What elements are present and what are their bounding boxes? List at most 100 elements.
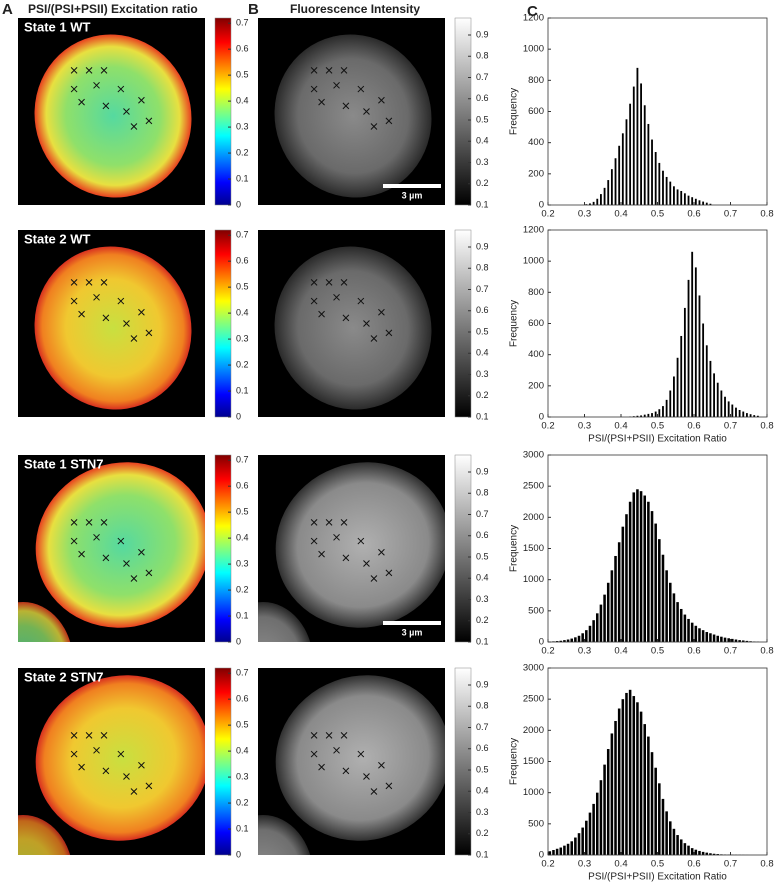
colorbar-tick-label: 0.2 bbox=[236, 797, 249, 807]
bar bbox=[702, 201, 705, 205]
bar bbox=[577, 833, 581, 855]
marker-cross bbox=[70, 67, 78, 74]
bar bbox=[636, 489, 639, 642]
colorbar-tick-label: 0.6 bbox=[236, 44, 249, 54]
colorbar-tick-label: 0.4 bbox=[236, 745, 249, 755]
y-tick-label: 1500 bbox=[523, 543, 544, 554]
y-tick-label: 2500 bbox=[523, 481, 544, 492]
bar bbox=[661, 554, 665, 642]
bar bbox=[738, 640, 741, 642]
marker-cross bbox=[333, 533, 340, 541]
colorbar-tick-label: 0.6 bbox=[236, 694, 249, 704]
marker-cross bbox=[340, 279, 348, 286]
colorbar-tick-label: 0.1 bbox=[236, 173, 249, 183]
x-tick-label: 0.6 bbox=[687, 646, 700, 657]
marker-cross bbox=[357, 537, 365, 545]
colorbar-tick-label: 0.2 bbox=[476, 390, 489, 400]
x-tick-label: 0.5 bbox=[651, 859, 664, 870]
colorbar-tick-label: 0.1 bbox=[236, 823, 249, 833]
marker-cross bbox=[117, 85, 125, 93]
bar bbox=[683, 307, 686, 417]
bar bbox=[709, 203, 712, 205]
y-tick-label: 3000 bbox=[523, 663, 544, 674]
bar bbox=[662, 406, 664, 417]
state-label: State 1 STN7 bbox=[24, 456, 103, 471]
x-tick-label: 0.2 bbox=[541, 646, 554, 657]
y-tick-label: 600 bbox=[528, 318, 544, 329]
x-tick-label: 0.5 bbox=[651, 209, 664, 220]
bar bbox=[600, 194, 602, 205]
y-tick-label: 0 bbox=[539, 412, 544, 423]
y-tick-label: 1500 bbox=[523, 756, 544, 767]
marker-cross bbox=[385, 329, 393, 337]
marker-cross bbox=[333, 293, 340, 301]
y-tick-label: 2000 bbox=[523, 512, 544, 523]
bar bbox=[705, 852, 709, 855]
y-tick-label: 500 bbox=[528, 818, 544, 829]
colorbar-tick-label: 0.5 bbox=[236, 507, 249, 517]
colorbar-tick-label: 0.1 bbox=[476, 411, 489, 421]
bar bbox=[574, 637, 577, 642]
marker-cross bbox=[310, 85, 318, 93]
axes-frame bbox=[547, 229, 768, 418]
bar bbox=[683, 614, 687, 642]
bar bbox=[651, 139, 653, 205]
marker-cross bbox=[93, 81, 100, 89]
bar bbox=[654, 523, 657, 642]
bar bbox=[676, 835, 679, 855]
bar bbox=[687, 618, 690, 642]
marker-cross bbox=[318, 310, 325, 318]
y-tick-label: 1200 bbox=[523, 13, 544, 24]
bar bbox=[651, 413, 653, 417]
panel-letter: B bbox=[248, 1, 259, 18]
bar bbox=[577, 635, 581, 642]
bar bbox=[698, 295, 701, 417]
bar bbox=[746, 413, 748, 417]
colorbar-tick-label: 0.3 bbox=[236, 333, 249, 343]
bar bbox=[705, 345, 708, 417]
x-axis-label: PSI/(PSI+PSII) Excitation Ratio bbox=[588, 434, 727, 445]
state-label: State 2 STN7 bbox=[24, 669, 103, 684]
image-A bbox=[18, 668, 205, 855]
image-A bbox=[18, 18, 205, 205]
bar bbox=[676, 189, 679, 205]
x-tick-label: 0.8 bbox=[760, 209, 773, 220]
scale-bar bbox=[383, 184, 441, 188]
y-tick-label: 400 bbox=[528, 137, 544, 148]
bar bbox=[614, 720, 617, 855]
neighbor-cell bbox=[258, 602, 311, 642]
x-tick-label: 0.4 bbox=[614, 209, 627, 220]
bar bbox=[709, 360, 712, 417]
marker-cross bbox=[378, 761, 385, 769]
bar bbox=[723, 637, 727, 642]
colorbar-tick-label: 0.8 bbox=[476, 701, 489, 711]
bar bbox=[690, 848, 694, 855]
bar bbox=[599, 604, 603, 642]
x-tick-label: 0.6 bbox=[687, 859, 700, 870]
panel-title: Fluorescence Intensity bbox=[290, 2, 420, 16]
scale-bar bbox=[383, 621, 441, 625]
x-tick-label: 0.5 bbox=[651, 421, 664, 432]
marker-cross bbox=[318, 763, 325, 771]
colorbar-tick-label: 0.4 bbox=[476, 136, 489, 146]
marker-cross bbox=[378, 308, 385, 316]
y-tick-label: 1200 bbox=[523, 225, 544, 236]
marker-cross bbox=[385, 117, 393, 125]
marker-cross bbox=[78, 550, 85, 558]
x-tick-label: 0.3 bbox=[578, 421, 591, 432]
marker-cross bbox=[93, 533, 100, 541]
marker-cross bbox=[145, 329, 153, 337]
bar bbox=[559, 640, 563, 642]
cell bbox=[34, 34, 192, 198]
colorbar-tick-label: 0.8 bbox=[476, 263, 489, 273]
colorbar-tick-label: 0.2 bbox=[476, 828, 489, 838]
bar bbox=[683, 843, 687, 855]
marker-cross bbox=[145, 117, 153, 125]
marker-cross bbox=[93, 293, 100, 301]
x-tick-label: 0.7 bbox=[724, 859, 737, 870]
bar bbox=[716, 635, 720, 642]
bar bbox=[727, 401, 730, 417]
x-tick-label: 0.2 bbox=[541, 421, 554, 432]
x-axis-label: PSI/(PSI+PSII) Excitation Ratio bbox=[588, 872, 727, 883]
marker-cross bbox=[318, 98, 325, 106]
